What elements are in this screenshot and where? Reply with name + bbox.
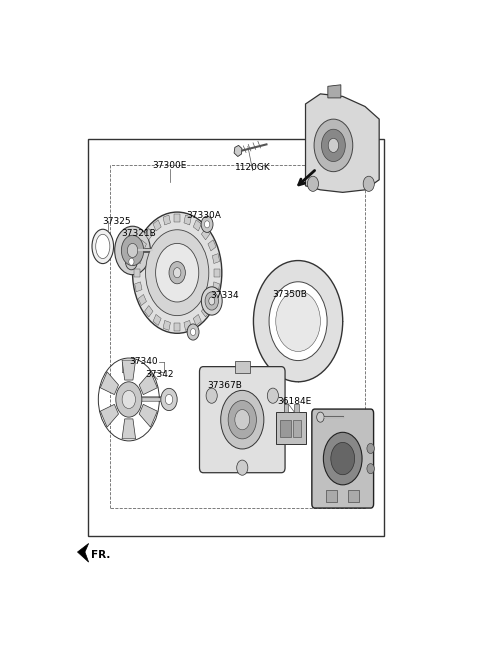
Circle shape: [191, 329, 196, 336]
Circle shape: [276, 291, 321, 352]
Polygon shape: [134, 269, 140, 277]
Circle shape: [328, 138, 338, 152]
Circle shape: [331, 442, 355, 475]
Polygon shape: [135, 254, 142, 264]
Text: 37342: 37342: [145, 370, 174, 379]
Polygon shape: [202, 306, 210, 317]
Bar: [293, 420, 301, 438]
Text: 37367B: 37367B: [207, 381, 242, 390]
Polygon shape: [77, 543, 89, 562]
Polygon shape: [144, 228, 153, 240]
Circle shape: [202, 287, 222, 315]
Circle shape: [367, 443, 374, 453]
Circle shape: [204, 221, 210, 228]
Ellipse shape: [96, 234, 110, 258]
Circle shape: [116, 382, 142, 417]
Bar: [348, 491, 360, 501]
Polygon shape: [174, 214, 180, 222]
Polygon shape: [193, 220, 201, 231]
Circle shape: [121, 236, 144, 266]
Polygon shape: [193, 314, 201, 325]
Text: 37325: 37325: [103, 216, 132, 226]
FancyBboxPatch shape: [200, 367, 285, 473]
Text: 37300E: 37300E: [153, 161, 187, 170]
Circle shape: [122, 390, 135, 409]
Polygon shape: [100, 372, 119, 395]
Circle shape: [228, 400, 256, 439]
Polygon shape: [212, 254, 220, 264]
Bar: [280, 420, 290, 438]
Circle shape: [187, 324, 199, 340]
Polygon shape: [202, 228, 210, 240]
Bar: [284, 404, 288, 411]
Circle shape: [307, 176, 319, 192]
Bar: [294, 404, 299, 411]
Text: FR.: FR.: [91, 550, 110, 560]
FancyBboxPatch shape: [312, 409, 373, 508]
Polygon shape: [138, 240, 146, 251]
Text: 37321B: 37321B: [121, 230, 156, 238]
Text: 37330A: 37330A: [186, 211, 221, 220]
Polygon shape: [153, 220, 161, 231]
Text: 1120GK: 1120GK: [235, 163, 271, 172]
Circle shape: [156, 243, 199, 302]
Text: 36184E: 36184E: [277, 398, 312, 407]
Polygon shape: [139, 372, 157, 395]
Circle shape: [201, 216, 213, 232]
Circle shape: [165, 394, 173, 405]
Polygon shape: [174, 323, 180, 331]
Circle shape: [235, 409, 250, 430]
Polygon shape: [139, 404, 157, 427]
Circle shape: [127, 243, 138, 258]
Circle shape: [221, 390, 264, 449]
Text: 37350B: 37350B: [272, 291, 307, 299]
Circle shape: [267, 388, 278, 403]
Polygon shape: [184, 215, 191, 225]
Text: 37340: 37340: [129, 357, 157, 366]
Bar: [276, 411, 305, 444]
Polygon shape: [212, 282, 220, 292]
Circle shape: [237, 460, 248, 475]
Circle shape: [145, 230, 209, 316]
Polygon shape: [208, 295, 216, 306]
Polygon shape: [328, 85, 341, 98]
Polygon shape: [100, 404, 119, 427]
Circle shape: [115, 226, 150, 275]
Circle shape: [125, 254, 137, 270]
Polygon shape: [122, 360, 136, 380]
Polygon shape: [144, 306, 153, 317]
Circle shape: [367, 464, 374, 474]
Polygon shape: [138, 295, 146, 306]
Polygon shape: [305, 94, 379, 192]
Circle shape: [161, 388, 177, 411]
Circle shape: [129, 258, 134, 265]
Circle shape: [206, 388, 217, 403]
Circle shape: [324, 432, 362, 485]
Circle shape: [269, 282, 327, 361]
Polygon shape: [208, 240, 216, 251]
Ellipse shape: [92, 229, 114, 264]
Circle shape: [363, 176, 374, 192]
Circle shape: [169, 262, 185, 284]
Polygon shape: [184, 320, 191, 331]
Circle shape: [322, 129, 345, 161]
Polygon shape: [234, 146, 242, 157]
Circle shape: [132, 212, 222, 333]
Polygon shape: [163, 215, 170, 225]
Circle shape: [209, 297, 215, 305]
Bar: [235, 361, 250, 373]
Text: 37334: 37334: [211, 291, 240, 300]
Polygon shape: [153, 314, 161, 325]
Circle shape: [205, 292, 218, 310]
Circle shape: [253, 260, 343, 382]
Circle shape: [173, 268, 181, 277]
Circle shape: [314, 119, 353, 172]
Polygon shape: [215, 269, 220, 277]
Polygon shape: [122, 419, 136, 439]
Polygon shape: [135, 282, 142, 292]
Bar: [326, 491, 337, 501]
Circle shape: [317, 412, 324, 422]
Polygon shape: [163, 320, 170, 331]
